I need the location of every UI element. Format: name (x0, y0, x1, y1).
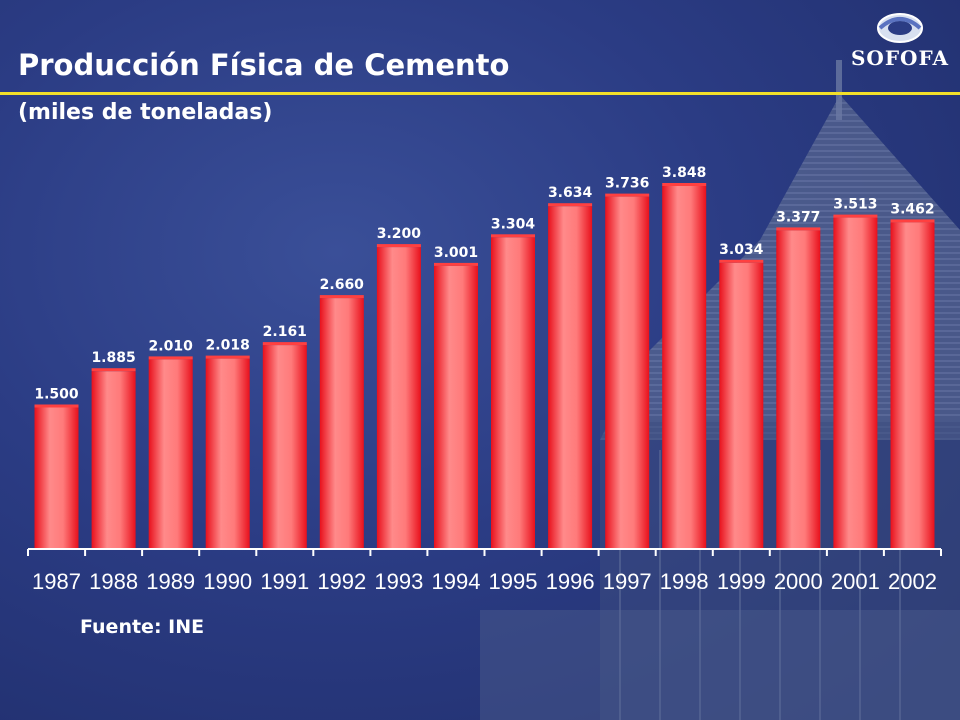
bar-1991 (262, 345, 307, 549)
bar-top-1996 (548, 203, 593, 207)
data-label-1987: 1.500 (34, 387, 79, 403)
data-label-1999: 3.034 (719, 242, 764, 258)
x-tick-label-1988: 1988 (89, 569, 138, 594)
bar-top-2002 (890, 219, 935, 223)
x-tick-label-1990: 1990 (203, 569, 252, 594)
bar-1987 (34, 407, 79, 549)
logo-text: SOFOFA (850, 46, 950, 70)
x-tick-label-1995: 1995 (489, 569, 538, 594)
bar-top-1997 (605, 193, 650, 197)
data-label-2001: 3.513 (833, 197, 877, 213)
data-label-1993: 3.200 (377, 226, 422, 242)
bar-top-1989 (148, 356, 193, 360)
source-note: Fuente: INE (80, 616, 205, 638)
bar-2000 (776, 230, 821, 549)
bar-1998 (662, 186, 707, 549)
bar-top-1998 (662, 183, 707, 186)
x-tick-label-1989: 1989 (146, 569, 195, 594)
bar-top-1991 (262, 342, 307, 346)
data-label-1994: 3.001 (434, 245, 478, 261)
x-tick-label-1992: 1992 (317, 569, 366, 594)
data-label-1996: 3.634 (548, 185, 593, 201)
x-tick-label-2000: 2000 (774, 569, 823, 594)
data-label-2000: 3.377 (776, 209, 820, 225)
bar-top-1987 (34, 404, 79, 408)
data-label-1991: 2.161 (263, 324, 307, 340)
bar-top-1994 (434, 262, 478, 266)
data-label-1989: 2.010 (149, 338, 194, 354)
data-label-1998: 3.848 (662, 165, 706, 181)
chart-subtitle: (miles de toneladas) (18, 100, 273, 125)
bar-1990 (205, 358, 250, 549)
bar-top-1992 (319, 295, 364, 299)
x-tick-label-1994: 1994 (432, 569, 481, 594)
x-tick-label-1987: 1987 (32, 569, 81, 594)
sofofa-logo: SOFOFA (846, 8, 954, 76)
bar-top-1995 (491, 234, 535, 238)
bar-1996 (548, 206, 593, 549)
bar-top-1990 (205, 355, 250, 359)
data-label-2002: 3.462 (890, 201, 934, 217)
x-tick-label-1997: 1997 (603, 569, 652, 594)
x-tick-label-1996: 1996 (546, 569, 595, 594)
x-tick-label-1993: 1993 (374, 569, 423, 594)
bar-1999 (719, 262, 764, 549)
x-tick-label-2001: 2001 (831, 569, 880, 594)
data-label-1992: 2.660 (320, 277, 365, 293)
logo-emblem-icon (877, 13, 923, 43)
bar-top-1993 (376, 244, 421, 248)
x-tick-label-1999: 1999 (717, 569, 766, 594)
bar-top-2001 (833, 214, 878, 218)
bar-1997 (605, 196, 650, 549)
chart-title: Producción Física de Cemento (18, 48, 510, 82)
x-tick-label-1991: 1991 (260, 569, 309, 594)
bar-2001 (833, 217, 878, 549)
title-divider (0, 92, 960, 95)
bar-1989 (148, 359, 193, 549)
bar-1995 (491, 237, 535, 550)
bar-top-1999 (719, 259, 764, 263)
data-label-1990: 2.018 (206, 338, 250, 354)
bar-2002 (890, 222, 935, 549)
bar-top-2000 (776, 227, 821, 231)
bar-1994 (434, 265, 478, 549)
bar-1988 (91, 371, 136, 549)
x-tick-label-1998: 1998 (660, 569, 709, 594)
bar-1992 (319, 298, 364, 549)
data-label-1988: 1.885 (91, 350, 135, 366)
data-label-1997: 3.736 (605, 176, 649, 192)
x-tick-label-2002: 2002 (888, 569, 937, 594)
bar-top-1988 (91, 368, 136, 372)
data-label-1995: 3.304 (491, 216, 536, 232)
bar-1993 (376, 247, 421, 549)
